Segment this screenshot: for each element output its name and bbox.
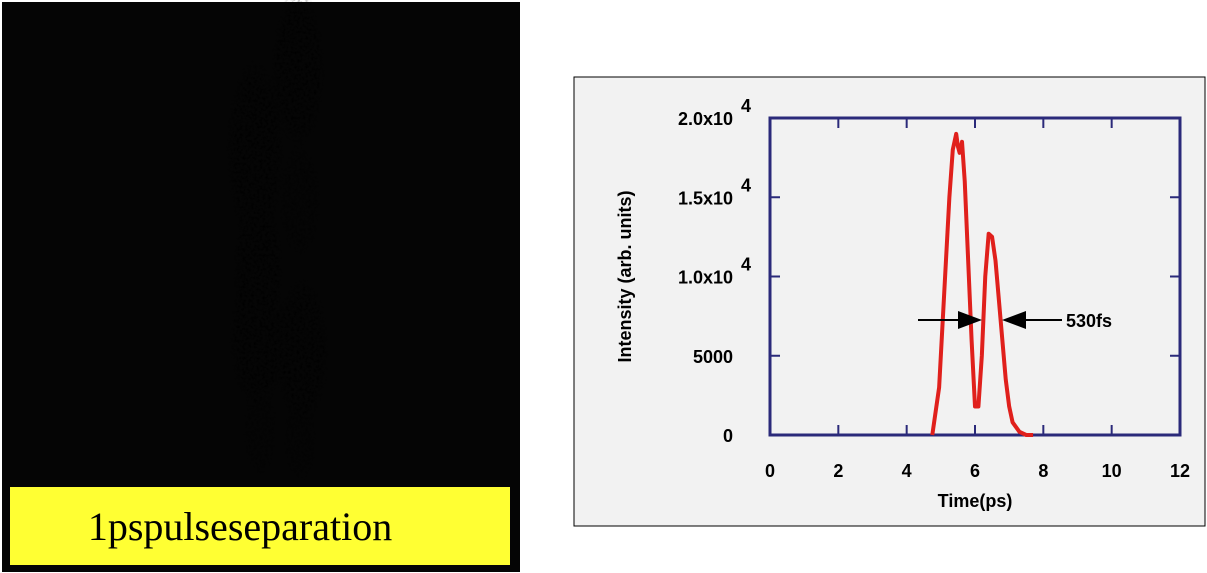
y-axis-label: Intensity (arb. units)	[615, 190, 635, 362]
x-tick-label: 2	[833, 461, 843, 481]
plot-frame	[768, 116, 1182, 437]
y-tick-exponent: 4	[741, 96, 751, 116]
x-tick-label: 4	[902, 461, 912, 481]
arrowhead	[1002, 311, 1026, 329]
x-tick-label: 6	[970, 461, 980, 481]
y-tick-exponent: 4	[741, 255, 751, 275]
caption: 1pspulseseparation	[88, 504, 392, 549]
y-tick-label: 0	[723, 426, 733, 446]
chart: 0 2 4 6 8 10 12 0 5000 1.0x10 4 1.5x10 4 2.0x10 4 Time(…	[615, 96, 1190, 511]
y-tick-label: 1.5x10	[678, 188, 733, 208]
chart-panel	[573, 76, 1206, 527]
x-tick-label: 10	[1102, 461, 1122, 481]
y-tick-label: 1.0x10	[678, 268, 733, 288]
x-tick-label: 8	[1038, 461, 1048, 481]
x-axis-label: Time(ps)	[938, 491, 1013, 511]
annotation: 530fs	[1066, 311, 1112, 331]
y-tick-label: 2.0x10	[678, 109, 733, 129]
y-tick-exponent: 4	[741, 175, 751, 195]
line	[930, 131, 1034, 437]
arrowhead	[958, 311, 982, 329]
x-tick-label: 12	[1170, 461, 1190, 481]
x-tick-label: 0	[765, 461, 775, 481]
streak-image: 1pspulseseparation	[2, 0, 520, 572]
y-tick-label: 5000	[693, 347, 733, 367]
